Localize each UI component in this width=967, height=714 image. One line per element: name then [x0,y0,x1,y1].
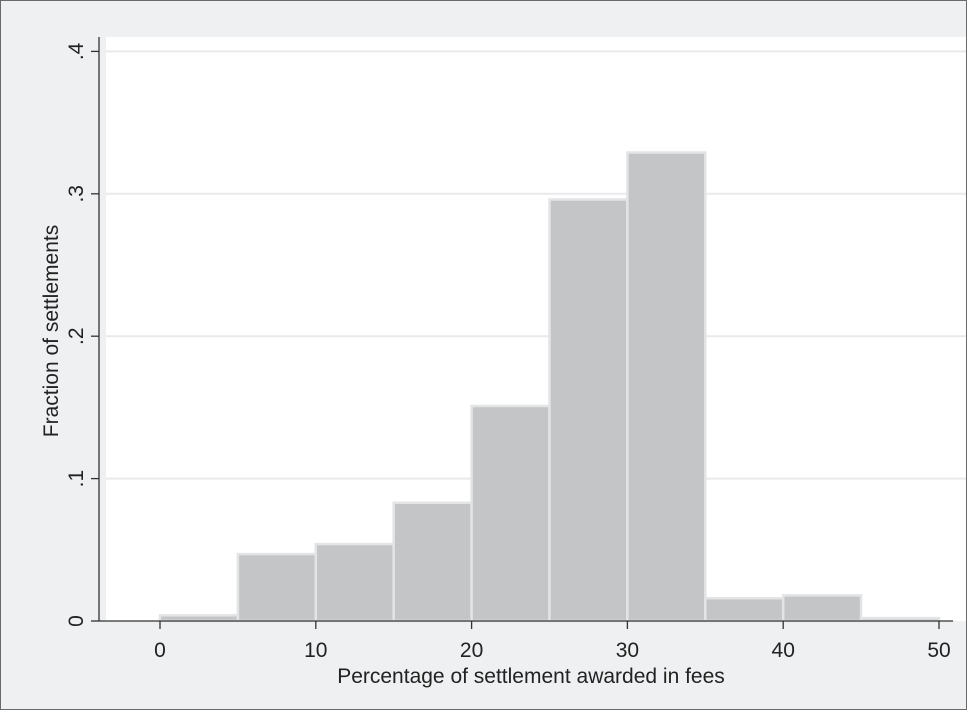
y-tick-label-2: .2 [65,327,88,345]
histogram-bar-7 [704,596,785,623]
x-tick-label-5: 50 [927,639,950,662]
x-tick-label-2: 20 [460,639,483,662]
y-tick-label-1: .1 [65,470,88,488]
histogram-bars [158,151,941,623]
y-axis-ticks: 0 .1 .2 .3 .4 [65,42,99,627]
y-tick-label-3: .3 [65,185,88,203]
y-axis-label: Fraction of settlements [40,225,63,437]
histogram-bar-0 [158,614,240,623]
histogram-bar-2 [314,542,395,623]
histogram-bar-3 [392,501,473,623]
x-axis-ticks: 0 10 20 30 40 50 [154,621,951,662]
x-tick-label-4: 40 [772,639,795,662]
x-tick-label-3: 30 [616,639,639,662]
x-axis-label: Percentage of settlement awarded in fees [337,665,725,688]
histogram-bar-8 [781,594,863,623]
x-tick-label-0: 0 [154,639,166,662]
histogram-bar-4 [470,404,551,623]
y-tick-label-0: 0 [65,615,88,627]
x-tick-label-1: 10 [304,639,327,662]
y-tick-label-4: .4 [65,42,88,60]
gridlines [106,50,966,480]
histogram-bar-6 [626,151,707,623]
histogram-bar-1 [236,552,318,623]
histogram-bar-5 [548,198,629,623]
